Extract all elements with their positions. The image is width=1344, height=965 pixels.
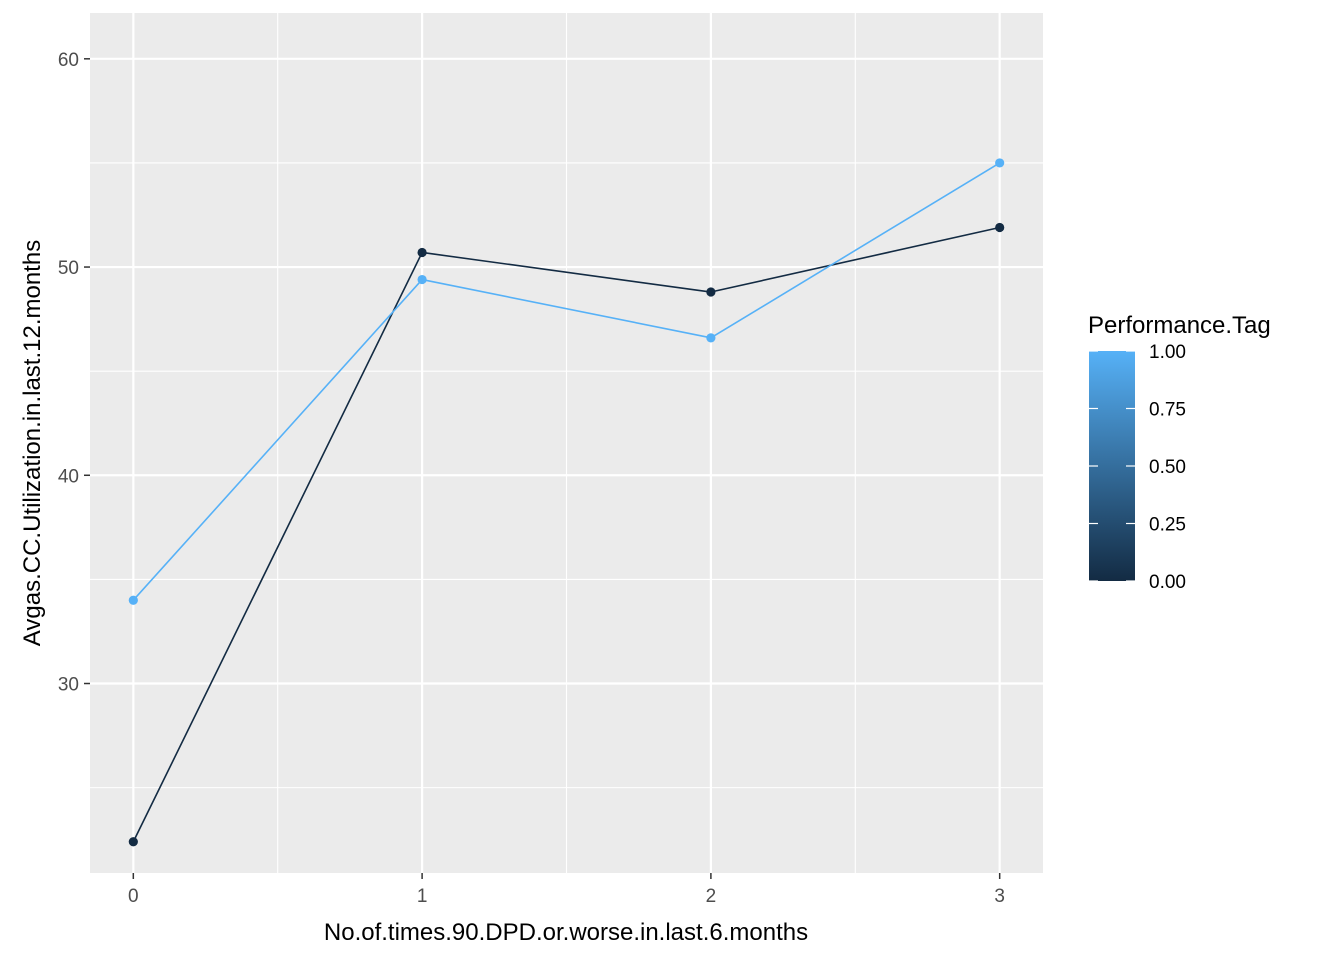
series-line-tag-0 (132, 226, 1000, 843)
grid-major (90, 13, 1043, 873)
data-point (128, 837, 138, 847)
legend-label: 0.00 (1149, 572, 1186, 593)
x-tick-label: 1 (417, 886, 428, 907)
y-tick-label: 50 (58, 258, 79, 279)
data-point (995, 158, 1005, 168)
y-tick-label: 60 (58, 50, 79, 71)
x-axis-title: No.of.times.90.DPD.or.worse.in.last.6.mo… (324, 919, 808, 946)
x-tick-label: 0 (128, 886, 139, 907)
legend-label: 1.00 (1149, 342, 1186, 363)
legend-title: Performance.Tag (1088, 312, 1271, 339)
y-tick-label: 40 (58, 466, 79, 487)
legend-ticks: 1.00 0.75 0.50 0.25 0.00 (1089, 342, 1186, 593)
series-layer (128, 158, 1005, 847)
x-tick-label: 2 (706, 886, 717, 907)
data-point (706, 287, 716, 297)
legend: Performance.Tag 1.00 0.75 0.50 0.25 0.00 (1088, 312, 1271, 593)
legend-label: 0.50 (1149, 457, 1186, 478)
y-tick-label: 30 (58, 675, 79, 696)
data-point (706, 333, 716, 343)
series-tag-0 (128, 222, 1005, 847)
data-point (417, 274, 427, 285)
data-point (995, 222, 1005, 233)
legend-label: 0.75 (1149, 400, 1186, 421)
grid-minor (90, 13, 1043, 873)
legend-label: 0.25 (1149, 515, 1186, 536)
data-point (128, 595, 138, 605)
data-point (417, 247, 427, 258)
x-axis: 0 1 2 3 (128, 873, 1005, 907)
y-axis-title: Avgas.CC.Utilization.in.last.12.months (19, 240, 46, 646)
x-tick-label: 3 (994, 886, 1005, 907)
y-axis: 30 40 50 60 (58, 50, 90, 696)
series-tag-1 (128, 158, 1005, 605)
series-line-tag-1 (132, 162, 1001, 601)
